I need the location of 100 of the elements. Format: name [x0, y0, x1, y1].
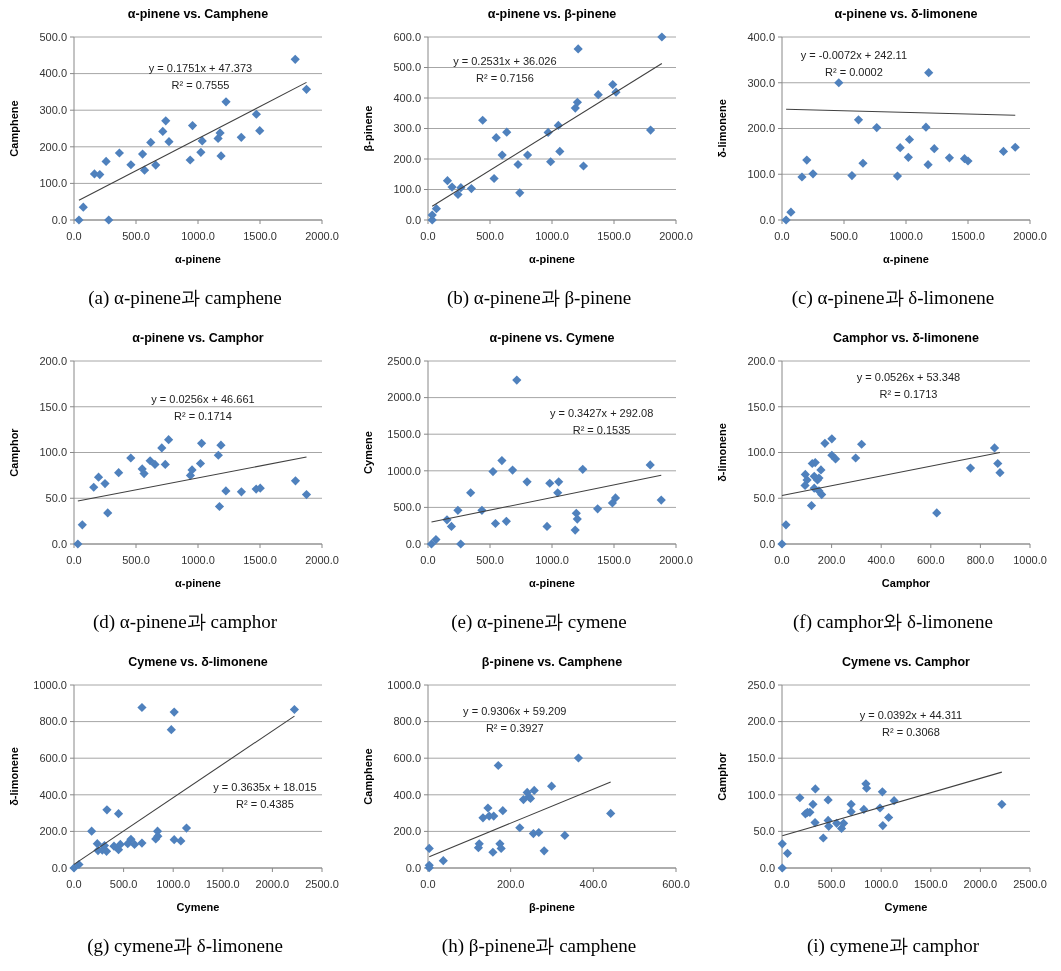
point: [213, 133, 223, 143]
point: [103, 508, 113, 518]
y-tick-label: 800.0: [39, 715, 67, 728]
point: [903, 152, 913, 162]
y-tick-label: 300.0: [393, 122, 421, 135]
x-tick-label: 500.0: [122, 230, 150, 242]
annotation: y = 0.3427x + 292.08: [549, 406, 654, 419]
point: [74, 215, 84, 225]
point: [529, 785, 539, 796]
point: [924, 68, 934, 78]
x-tick-label: 400.0: [579, 878, 608, 890]
point: [808, 169, 818, 179]
y-tick-label: 250.0: [747, 678, 775, 691]
point: [571, 508, 581, 518]
x-axis-title: α-pinene: [175, 577, 221, 589]
point: [513, 159, 523, 170]
y-axis-title: Cymene: [362, 431, 374, 474]
y-tick-label: 200.0: [39, 825, 67, 838]
point: [797, 172, 807, 182]
point: [555, 146, 565, 156]
point: [777, 539, 787, 549]
point: [800, 480, 810, 491]
point: [126, 834, 136, 844]
y-tick-label: 100.0: [747, 788, 775, 801]
point: [113, 809, 124, 819]
point: [488, 847, 498, 857]
point: [146, 137, 156, 148]
point: [498, 806, 508, 816]
point: [126, 453, 136, 463]
annotation: y = 0.0256x + 46.661: [151, 393, 255, 406]
point: [73, 539, 83, 549]
chart-title: α-pinene vs. β-pinene: [487, 7, 617, 21]
x-tick-label: 1500.0: [597, 230, 631, 242]
x-tick-label: 600.0: [917, 554, 945, 566]
point: [92, 839, 102, 849]
point: [802, 475, 812, 485]
x-tick-label: 500.0: [122, 554, 150, 566]
y-tick-label: 0.0: [51, 861, 67, 874]
point: [493, 760, 503, 771]
x-tick-label: 1500.0: [913, 878, 948, 890]
point: [593, 90, 603, 100]
point: [236, 487, 246, 497]
y-tick-label: 0.0: [51, 213, 67, 226]
y-tick-label: 200.0: [747, 354, 775, 367]
y-tick-label: 100.0: [39, 446, 67, 459]
point: [221, 486, 231, 496]
x-tick-label: 500.0: [476, 230, 504, 242]
text: (b) α-pinene과 β-pinene: [446, 287, 632, 309]
y-tick-label: 200.0: [39, 140, 67, 153]
y-tick-label: 400.0: [39, 67, 67, 80]
annotation: R² = 0.4385: [236, 798, 294, 811]
y-tick-label: 0.0: [759, 537, 775, 550]
point: [818, 833, 828, 843]
point: [554, 477, 564, 487]
chart-title: α-pinene vs. Camphor: [132, 331, 264, 345]
point: [214, 501, 225, 512]
point: [781, 520, 791, 530]
point: [489, 173, 499, 184]
point: [802, 155, 812, 165]
y-tick-label: 600.0: [393, 752, 421, 765]
point: [657, 32, 667, 42]
point: [100, 479, 110, 489]
y-tick-label: 400.0: [393, 91, 421, 104]
point: [522, 150, 533, 160]
point: [164, 137, 174, 147]
point: [965, 463, 976, 473]
point: [808, 799, 818, 809]
x-tick-label: 1000.0: [181, 230, 215, 242]
point: [502, 127, 512, 137]
point: [166, 725, 176, 735]
point: [923, 160, 933, 170]
point: [114, 148, 124, 158]
point: [606, 808, 616, 819]
text: (e) α-pinene과 cymene: [451, 611, 627, 633]
point: [645, 460, 655, 470]
y-tick-label: 150.0: [39, 400, 67, 413]
point: [456, 539, 466, 549]
chart-title: α-pinene vs. Camphene: [127, 7, 269, 21]
point: [77, 520, 87, 530]
point: [857, 439, 867, 449]
point: [301, 84, 312, 94]
x-tick-label: 1000.0: [889, 230, 923, 242]
point: [145, 456, 155, 466]
y-tick-label: 200.0: [393, 152, 421, 165]
x-tick-label: 2000.0: [659, 230, 693, 242]
point: [546, 781, 557, 791]
point: [501, 516, 511, 526]
point: [289, 704, 300, 715]
point: [921, 122, 931, 132]
point: [431, 204, 442, 214]
y-tick-label: 0.0: [405, 537, 421, 550]
y-axis-title: δ-limonene: [8, 747, 20, 806]
y-tick-label: 400.0: [393, 788, 421, 801]
point: [827, 434, 837, 444]
y-tick-label: 100.0: [39, 177, 67, 190]
point: [160, 459, 170, 469]
annotation: y = 0.9306x + 59.209: [463, 705, 567, 718]
point: [546, 157, 556, 167]
text: (d) α-pinene과 camphor: [92, 611, 278, 633]
point: [87, 826, 97, 836]
